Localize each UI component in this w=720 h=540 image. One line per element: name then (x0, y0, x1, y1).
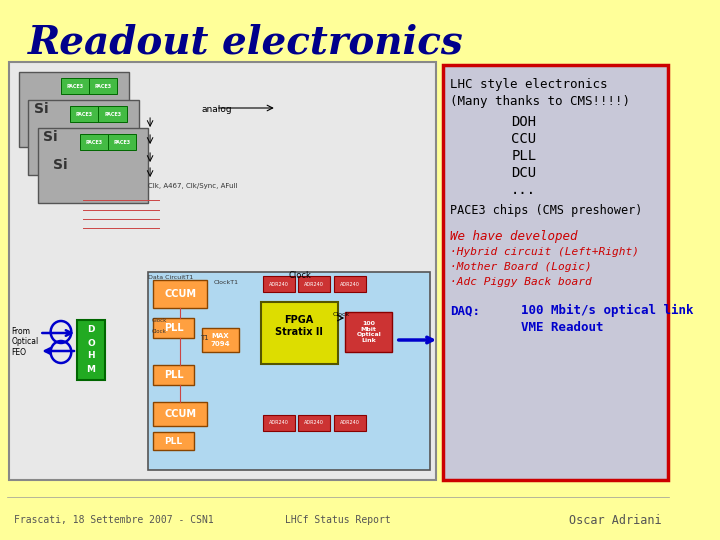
Text: PACE3 chips (CMS preshower): PACE3 chips (CMS preshower) (450, 204, 643, 217)
Text: PLL: PLL (164, 436, 183, 446)
Text: Clk, A467, Clk/Sync, AFull: Clk, A467, Clk/Sync, AFull (148, 183, 238, 189)
Text: Readout electronics: Readout electronics (28, 23, 464, 61)
Text: MAX
7094: MAX 7094 (211, 334, 230, 347)
FancyBboxPatch shape (263, 415, 294, 431)
Text: Oscar Adriani: Oscar Adriani (569, 514, 661, 526)
Text: ...: ... (511, 183, 536, 197)
FancyBboxPatch shape (77, 320, 105, 380)
FancyBboxPatch shape (80, 134, 108, 150)
Text: DCU: DCU (511, 166, 536, 180)
Text: We have developed: We have developed (450, 230, 577, 243)
Text: FPGA
Stratix II: FPGA Stratix II (275, 315, 323, 337)
Text: D: D (87, 326, 95, 334)
FancyBboxPatch shape (28, 100, 139, 175)
FancyBboxPatch shape (153, 432, 194, 450)
Text: PACE3: PACE3 (94, 84, 112, 89)
Text: Clock: Clock (152, 329, 167, 334)
FancyBboxPatch shape (71, 106, 99, 122)
Text: PLL: PLL (163, 370, 184, 380)
Text: ·Adc Piggy Back board: ·Adc Piggy Back board (450, 277, 592, 287)
Text: LHCf Status Report: LHCf Status Report (285, 515, 390, 525)
FancyBboxPatch shape (298, 276, 330, 292)
FancyBboxPatch shape (9, 62, 436, 480)
Text: PACE3: PACE3 (113, 139, 130, 145)
FancyBboxPatch shape (153, 365, 194, 385)
Text: ClockT1: ClockT1 (214, 280, 239, 285)
FancyBboxPatch shape (263, 276, 294, 292)
Text: Frascati, 18 Settembre 2007 - CSN1: Frascati, 18 Settembre 2007 - CSN1 (14, 515, 214, 525)
Text: H: H (87, 352, 95, 361)
Text: PACE3: PACE3 (76, 111, 93, 117)
FancyBboxPatch shape (99, 106, 127, 122)
FancyBboxPatch shape (153, 280, 207, 308)
Text: LHC style electronics: LHC style electronics (450, 78, 608, 91)
Text: ·Hybrid circuit (Left+Right): ·Hybrid circuit (Left+Right) (450, 247, 639, 257)
Text: (Many thanks to CMS!!!!): (Many thanks to CMS!!!!) (450, 95, 630, 108)
FancyBboxPatch shape (153, 318, 194, 338)
FancyBboxPatch shape (202, 328, 239, 352)
Text: O: O (87, 339, 95, 348)
Text: DOH: DOH (511, 115, 536, 129)
FancyBboxPatch shape (345, 312, 392, 352)
Text: PACE3: PACE3 (66, 84, 84, 89)
Text: 100 Mbit/s optical link: 100 Mbit/s optical link (521, 304, 693, 317)
Text: CCUM: CCUM (164, 289, 196, 299)
Text: PACE3: PACE3 (85, 139, 102, 145)
Text: Si: Si (43, 130, 58, 144)
Text: CCUM: CCUM (164, 409, 196, 419)
FancyBboxPatch shape (261, 302, 338, 364)
Text: VME Readout: VME Readout (521, 321, 603, 334)
Text: M: M (86, 364, 96, 374)
FancyBboxPatch shape (89, 78, 117, 94)
Text: Data CircuitT1: Data CircuitT1 (148, 275, 194, 280)
Text: ADR240: ADR240 (269, 281, 289, 287)
Text: ADR240: ADR240 (340, 281, 360, 287)
Text: ADR240: ADR240 (305, 421, 324, 426)
Text: From
Optical
FEO: From Optical FEO (12, 327, 38, 357)
Text: CCU: CCU (511, 132, 536, 146)
FancyBboxPatch shape (153, 402, 207, 426)
Text: analog: analog (202, 105, 233, 114)
Text: ADR240: ADR240 (305, 281, 324, 287)
Text: ·Mother Board (Logic): ·Mother Board (Logic) (450, 262, 592, 272)
Text: Si: Si (53, 158, 67, 172)
Text: 100
Mbit
Optical
Link: 100 Mbit Optical Link (356, 321, 381, 343)
FancyBboxPatch shape (108, 134, 136, 150)
FancyBboxPatch shape (334, 415, 366, 431)
Text: Glock: Glock (152, 318, 167, 323)
Text: PACE3: PACE3 (104, 111, 121, 117)
Text: ADR240: ADR240 (340, 421, 360, 426)
Text: T1: T1 (199, 335, 209, 341)
Text: Clock: Clock (333, 312, 350, 317)
Text: PLL: PLL (511, 149, 536, 163)
FancyBboxPatch shape (334, 276, 366, 292)
Text: PLL: PLL (163, 323, 184, 333)
FancyBboxPatch shape (37, 128, 148, 203)
Text: Clock: Clock (289, 271, 312, 280)
Text: ADR240: ADR240 (269, 421, 289, 426)
FancyBboxPatch shape (61, 78, 89, 94)
FancyBboxPatch shape (148, 272, 430, 470)
FancyBboxPatch shape (19, 72, 130, 147)
Text: DAQ:: DAQ: (450, 304, 480, 317)
Text: Si: Si (34, 102, 48, 116)
FancyBboxPatch shape (298, 415, 330, 431)
FancyBboxPatch shape (443, 65, 668, 480)
